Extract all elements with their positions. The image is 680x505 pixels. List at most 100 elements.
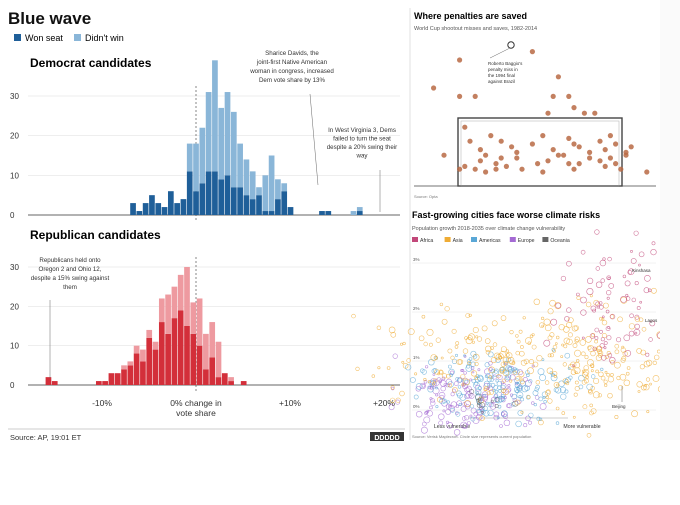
penalty-dot (577, 161, 582, 166)
penalty-dot (514, 150, 519, 155)
penalty-dot (457, 57, 462, 62)
city-dot-americas (476, 392, 478, 394)
penalty-dot (499, 155, 504, 160)
city-dot-asia (510, 380, 512, 382)
dem-bar-lost (231, 112, 237, 187)
city-dot-europe (393, 354, 398, 359)
rep-bar-lost (172, 287, 178, 318)
dem-bar-won (275, 199, 281, 215)
city-dot-africa (606, 290, 611, 295)
city-dot-asia (529, 359, 533, 363)
city-dot-asia (448, 384, 451, 387)
rep-bar-won (153, 350, 159, 385)
penalty-dot (431, 85, 436, 90)
city-dot-africa (608, 277, 610, 279)
dem-bar-lost (281, 183, 287, 191)
climate-annotation-kinshasa: Kinshasa (632, 268, 651, 273)
climate-legend-swatch (471, 237, 477, 242)
dem-bar-won (357, 211, 363, 215)
city-dot-americas (519, 395, 521, 397)
penalty-dot (623, 153, 628, 158)
city-dot-asia (575, 339, 579, 343)
penalty-dot (473, 94, 478, 99)
penalty-dot (629, 144, 634, 149)
city-dot-africa (601, 338, 604, 341)
city-dot-asia (618, 317, 623, 322)
rep-bar-lost (153, 342, 159, 350)
city-dot-oceania (495, 404, 498, 407)
climate-annotation-beijing: Beijing (612, 404, 626, 409)
city-dot-asia (523, 317, 526, 320)
city-dot-asia (548, 399, 553, 404)
city-dot-asia (408, 329, 414, 335)
blue-wave-source: Source: AP, 19:01 ET (10, 433, 82, 442)
rep-bar-won (96, 381, 102, 385)
penalty-dot (571, 167, 576, 172)
city-dot-americas (539, 397, 543, 401)
city-dot-africa (581, 297, 587, 303)
rep-bar-won (52, 381, 58, 385)
penalty-dot (462, 125, 467, 130)
rep-bar-lost (121, 365, 127, 369)
city-dot-africa (630, 314, 634, 318)
rep-bar-won (178, 310, 184, 385)
city-dot-africa (616, 338, 620, 342)
city-dot-europe (540, 403, 546, 409)
city-dot-asia (593, 392, 599, 398)
city-dot-asia (600, 317, 603, 320)
city-dot-asia (589, 390, 593, 394)
city-dot-americas (485, 363, 489, 367)
city-dot-africa (646, 353, 649, 356)
penalty-dot (457, 94, 462, 99)
city-dot-asia (546, 396, 549, 399)
climate-legend-label: Oceania (550, 238, 569, 244)
city-dot-africa (630, 250, 632, 252)
rep-bar-won (165, 334, 171, 385)
dem-bar-won (212, 171, 218, 215)
dem-bar-won (162, 207, 168, 215)
penalty-dot (473, 167, 478, 172)
city-dot-asia (562, 344, 564, 346)
city-dot-africa (649, 338, 653, 342)
city-dot-asia (429, 343, 432, 346)
city-dot-asia (532, 345, 536, 349)
rep-bar-won (115, 373, 121, 385)
city-dot-asia (482, 326, 487, 331)
city-dot-europe (476, 414, 482, 420)
city-dot-europe (454, 382, 458, 386)
city-dot-africa (634, 231, 638, 235)
city-dot-europe (430, 406, 433, 409)
penalty-dot (592, 111, 597, 116)
city-dot-africa (609, 283, 614, 288)
city-dot-europe (524, 423, 527, 426)
climate-legend-swatch (445, 237, 451, 242)
climate-dots (352, 230, 680, 438)
city-dot-africa (556, 303, 561, 308)
city-dot-asia (593, 378, 598, 383)
climate-legend-label: Americas (479, 238, 501, 244)
penalty-dot (483, 153, 488, 158)
city-dot-asia (534, 299, 540, 305)
city-dot-asia (591, 370, 593, 372)
city-dot-americas (529, 413, 534, 418)
climate-legend-label: Europe (518, 238, 535, 244)
city-dot-africa (635, 324, 640, 329)
penalty-dot (608, 155, 613, 160)
city-dot-asia (608, 393, 613, 398)
city-dot-asia (419, 336, 424, 341)
dem-subtitle: Democrat candidates (30, 56, 152, 70)
dem-bar-won (155, 203, 161, 215)
city-dot-asia (544, 319, 550, 325)
penalty-dot (603, 147, 608, 152)
rep-bar-won (203, 369, 209, 385)
city-dot-asia (463, 349, 468, 354)
city-dot-asia (637, 382, 643, 388)
dem-bar-won (281, 191, 287, 215)
city-dot-americas (499, 390, 502, 393)
city-dot-asia (568, 333, 572, 337)
climate-title: Fast-growing cities face worse climate r… (412, 210, 600, 220)
city-dot-asia (465, 400, 471, 406)
city-dot-asia (615, 415, 618, 418)
